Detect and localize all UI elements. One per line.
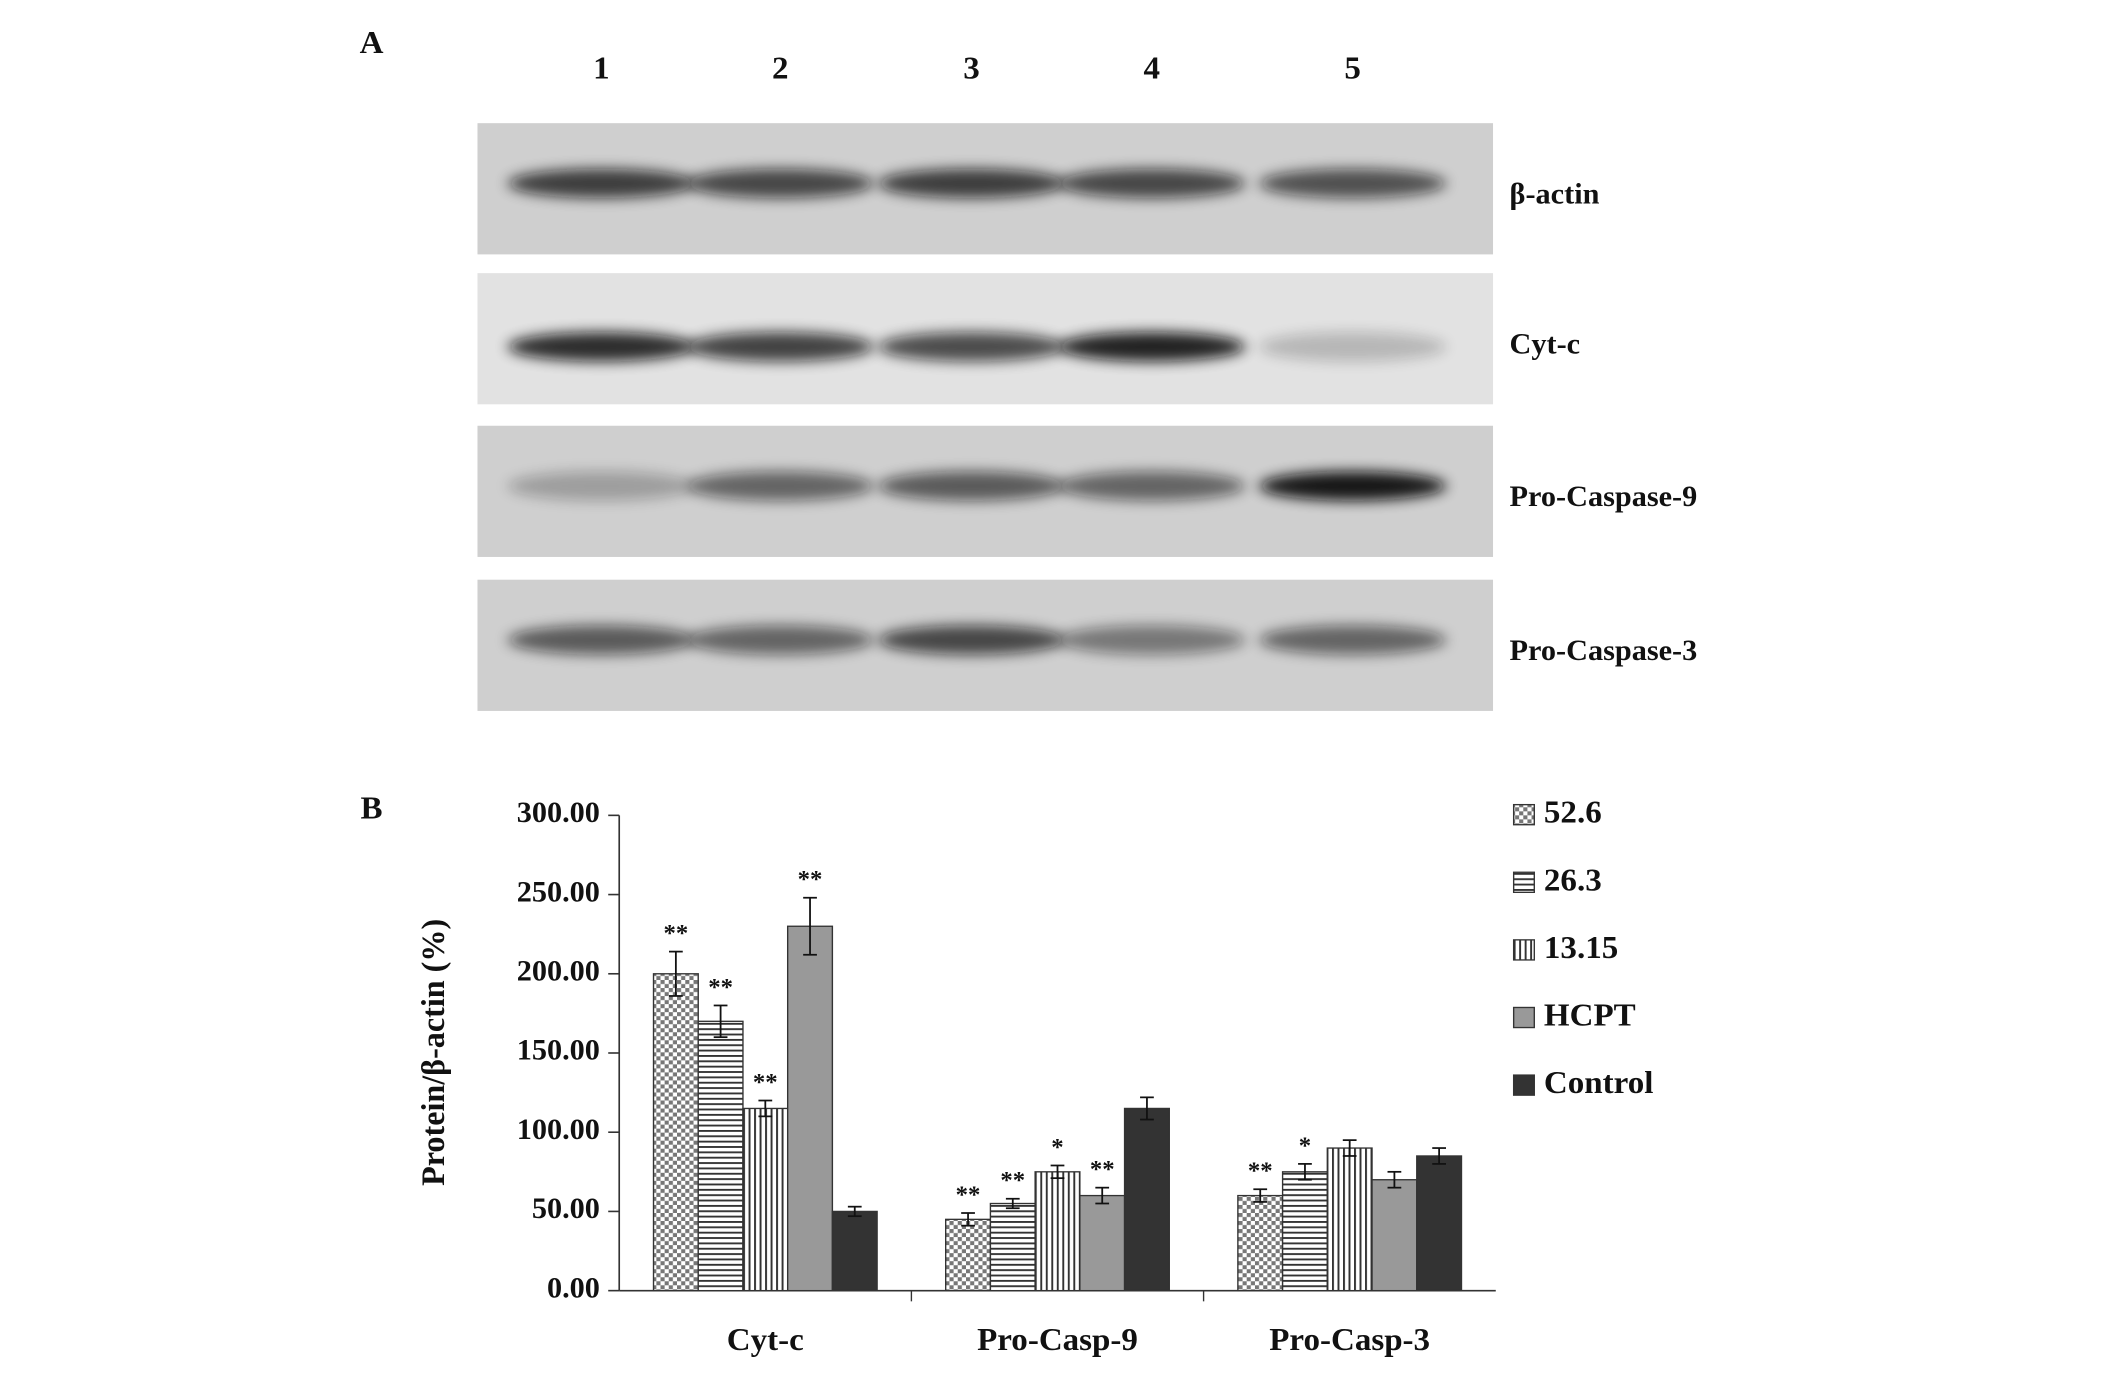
bar — [1237, 1194, 1284, 1292]
x-tick-label: Pro-Casp-9 — [977, 1323, 1138, 1359]
error-bar — [758, 1099, 773, 1118]
bar — [697, 1020, 744, 1292]
legend-swatch — [1512, 1074, 1535, 1096]
x-tick-label: Cyt-c — [727, 1323, 804, 1359]
legend-swatch — [1512, 1006, 1535, 1029]
blot-band — [1058, 332, 1246, 362]
bar — [1281, 1171, 1329, 1292]
blot-label: β-actin — [1510, 178, 1600, 211]
blot-label: Pro-Caspase-9 — [1510, 481, 1698, 514]
error-bar — [668, 950, 683, 997]
error-bar — [1005, 1197, 1020, 1210]
legend-swatch — [1512, 803, 1535, 826]
y-axis-label: Protein/β-actin (%) — [415, 919, 451, 1186]
blot-band — [1259, 471, 1447, 501]
blot-band — [1259, 168, 1447, 199]
significance-label: ** — [1248, 1158, 1273, 1185]
significance-label: ** — [663, 920, 688, 947]
error-bar — [1095, 1186, 1110, 1205]
error-bar — [1342, 1139, 1357, 1157]
significance-label: ** — [753, 1069, 778, 1096]
blot-band — [1058, 625, 1246, 655]
blot-band — [877, 625, 1066, 655]
error-bar — [1253, 1188, 1268, 1203]
bar — [831, 1210, 878, 1292]
y-tick-label: 300.00 — [517, 796, 600, 829]
blot-band — [1058, 168, 1246, 199]
error-bar — [847, 1205, 862, 1218]
error-bar — [803, 896, 817, 956]
legend-swatch — [1512, 871, 1535, 894]
blot-group: β-actin Cyt-c Pro-Caspase-9 Pro-Caspase-3 — [477, 123, 1697, 711]
significance-label: ** — [1090, 1156, 1115, 1183]
bar — [1371, 1179, 1418, 1292]
error-bar — [1298, 1163, 1312, 1181]
blot-band — [1058, 471, 1246, 501]
x-tick-label: Pro-Casp-3 — [1269, 1323, 1430, 1359]
legend-label: Control — [1544, 1066, 1653, 1102]
panel-label: A — [360, 25, 384, 61]
blot-band — [507, 332, 695, 362]
blot-band — [507, 168, 695, 199]
error-bar — [713, 1004, 728, 1039]
bar — [1034, 1171, 1081, 1292]
significance-label: * — [1299, 1133, 1311, 1160]
bar — [1326, 1147, 1373, 1292]
bar — [989, 1202, 1036, 1292]
bar — [1079, 1194, 1126, 1292]
blot-band — [686, 471, 874, 501]
bar — [945, 1218, 992, 1292]
bar — [652, 973, 699, 1292]
y-tick-label: 50.00 — [532, 1193, 600, 1226]
error-bar — [1432, 1147, 1447, 1165]
error-bar — [1387, 1170, 1402, 1189]
blot-band — [686, 332, 874, 362]
error-bar — [1050, 1164, 1065, 1180]
bar — [786, 925, 834, 1292]
blot-band — [686, 168, 874, 199]
blot-band — [507, 471, 695, 501]
y-tick-label: 100.00 — [517, 1113, 600, 1146]
blot-band — [507, 625, 695, 655]
significance-label: ** — [798, 866, 823, 893]
lane-label: 4 — [1143, 51, 1160, 87]
blot-band — [877, 168, 1066, 199]
y-tick-label: 250.00 — [517, 876, 600, 909]
bar — [1123, 1107, 1170, 1292]
blot-band — [1259, 332, 1447, 362]
bar — [742, 1107, 789, 1292]
significance-label: ** — [956, 1182, 981, 1209]
lane-label: 1 — [593, 51, 610, 87]
legend-label: 52.6 — [1544, 795, 1602, 831]
lane-label: 2 — [772, 51, 789, 87]
legend-label: HCPT — [1544, 998, 1636, 1034]
blot-band — [877, 332, 1066, 362]
y-tick-label: 200.00 — [517, 955, 600, 988]
lane-label: 5 — [1344, 51, 1361, 87]
blot-band — [1259, 625, 1447, 655]
panel-label: B — [361, 791, 383, 827]
blot-label: Cyt-c — [1510, 328, 1581, 361]
blot-band — [877, 471, 1066, 501]
lane-label: 3 — [963, 51, 980, 87]
error-bar — [1140, 1096, 1154, 1121]
y-tick-label: 150.00 — [517, 1034, 600, 1067]
blot-band — [686, 625, 874, 655]
y-tick-label: 0.00 — [547, 1272, 600, 1305]
bar — [1416, 1155, 1463, 1292]
blot-label: Pro-Caspase-3 — [1510, 634, 1698, 667]
legend-label: 13.15 — [1544, 930, 1618, 966]
significance-label: * — [1051, 1134, 1063, 1161]
significance-label: ** — [708, 974, 733, 1001]
significance-label: ** — [1000, 1168, 1025, 1195]
legend-swatch — [1512, 939, 1535, 961]
legend-label: 26.3 — [1544, 863, 1602, 899]
error-bar — [961, 1212, 975, 1227]
